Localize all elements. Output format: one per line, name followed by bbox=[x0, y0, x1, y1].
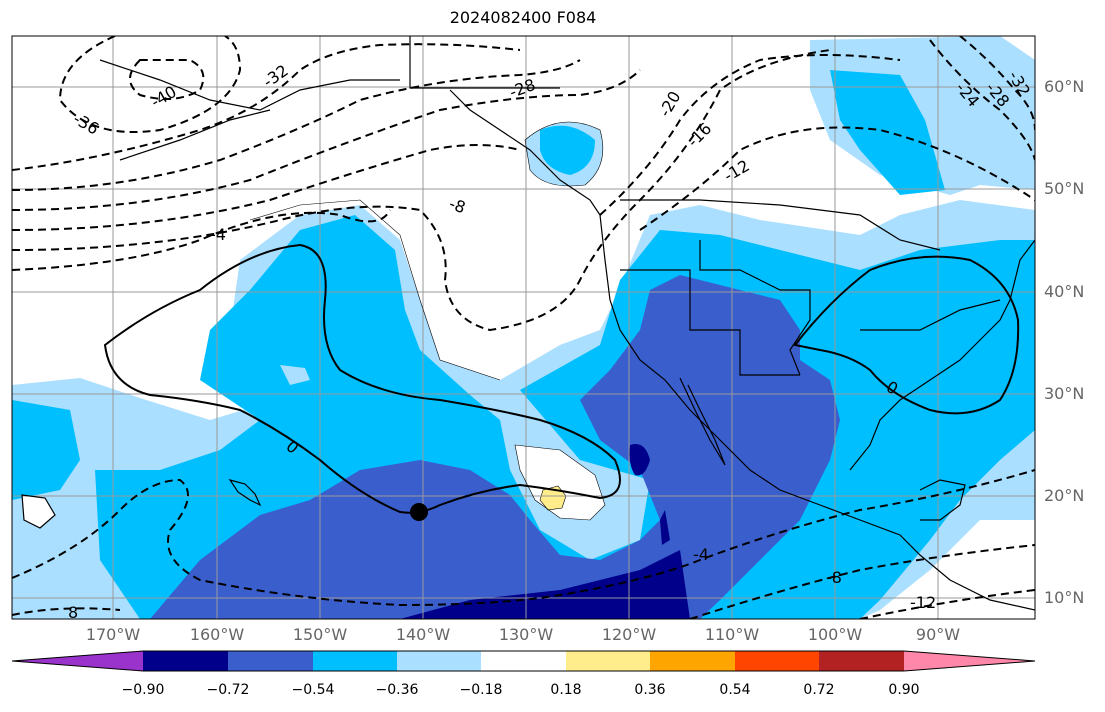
lon-label: 150°W bbox=[292, 625, 348, 644]
shading-yellow-spot bbox=[539, 485, 567, 511]
lon-label: 170°W bbox=[85, 625, 141, 644]
coastlines bbox=[21, 36, 1035, 611]
lon-label: 120°W bbox=[601, 625, 657, 644]
lon-label: 110°W bbox=[704, 625, 760, 644]
lon-label: 160°W bbox=[189, 625, 245, 644]
colorbar-tick-label: −0.36 bbox=[375, 682, 419, 698]
colorbar-over-triangle bbox=[904, 651, 1035, 671]
dashed-contours bbox=[12, 36, 1035, 619]
colorbar-tick-label: −0.54 bbox=[291, 682, 335, 698]
map-frame bbox=[11, 35, 1036, 620]
colorbar-tick-label: −0.90 bbox=[121, 682, 165, 698]
low-center-marker bbox=[410, 503, 428, 521]
contour-label: -4 bbox=[693, 545, 709, 564]
colorbar-tick-label: 0.72 bbox=[803, 682, 835, 698]
lon-label: 130°W bbox=[498, 625, 554, 644]
colorbar-tick-label: 0.36 bbox=[634, 682, 666, 698]
colorbar bbox=[11, 650, 1036, 672]
colorbar-tick-label: 0.18 bbox=[550, 682, 582, 698]
lon-label: 140°W bbox=[395, 625, 451, 644]
lon-label: 90°W bbox=[915, 625, 961, 644]
shading-white-holes bbox=[22, 365, 605, 528]
lat-label: 40°N bbox=[1044, 282, 1085, 301]
contour-label: -8 bbox=[826, 568, 842, 587]
lat-label: 20°N bbox=[1044, 486, 1085, 505]
contour-label: -8 bbox=[447, 194, 468, 217]
lon-label: 100°W bbox=[807, 625, 863, 644]
lat-label: 50°N bbox=[1044, 179, 1085, 198]
map-title: 2024082400 F084 bbox=[449, 8, 597, 27]
grid-lines bbox=[12, 36, 1035, 619]
lat-label: 10°N bbox=[1044, 588, 1085, 607]
colorbar-under-triangle bbox=[12, 651, 143, 671]
contour-label: 8 bbox=[68, 603, 78, 622]
contour-label: -4 bbox=[210, 225, 226, 244]
colorbar-tick-label: 0.90 bbox=[888, 682, 920, 698]
colorbar-tick-label: 0.54 bbox=[719, 682, 751, 698]
lat-label: 60°N bbox=[1044, 77, 1085, 96]
colorbar-tick-label: −0.18 bbox=[459, 682, 503, 698]
contour-label: -12 bbox=[910, 593, 936, 612]
shading-outlines bbox=[249, 121, 606, 521]
zero-contours bbox=[103, 243, 1020, 521]
colorbar-tick-label: −0.72 bbox=[206, 682, 250, 698]
shading-dark-blue bbox=[400, 510, 690, 619]
lat-label: 30°N bbox=[1044, 384, 1085, 403]
